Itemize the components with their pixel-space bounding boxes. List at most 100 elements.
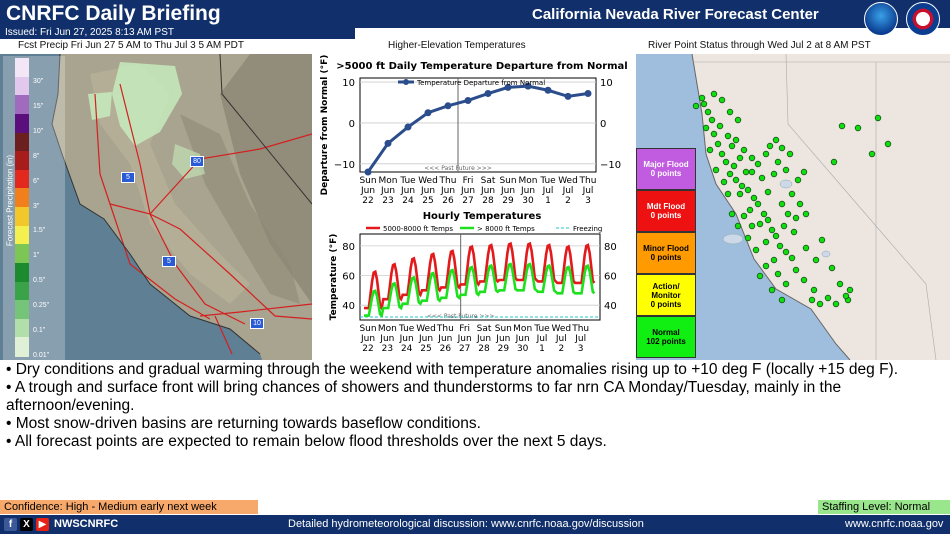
social-handle[interactable]: NWSCNRFC xyxy=(54,518,119,530)
x-tick-day: Mon xyxy=(519,176,538,186)
x-tick-day: Thu xyxy=(436,324,454,334)
x-tick-day: Wed xyxy=(558,176,578,186)
page-title: CNRFC Daily Briefing xyxy=(6,2,221,25)
colorbar-segment xyxy=(15,262,29,282)
status-label: Mdt Flood xyxy=(646,202,686,211)
facebook-icon[interactable]: f xyxy=(4,518,17,531)
river-point xyxy=(736,154,744,162)
status-legend-item: Minor Flood 0 points xyxy=(636,232,696,274)
x-tick-day: Tue xyxy=(533,324,550,334)
colorbar-tick-label: 0.01" xyxy=(33,352,50,359)
river-point xyxy=(868,150,876,158)
river-point xyxy=(788,254,796,262)
staffing-badge: Staffing Level: Normal xyxy=(818,500,950,514)
river-point xyxy=(828,264,836,272)
precip-tick-labels: 30" 15" 10" 8" 6" 3" 1.5" 1" 0.5" 0.25" 0.1" 0.01" xyxy=(33,54,63,360)
x-icon[interactable]: X xyxy=(20,518,33,531)
river-status-map[interactable] xyxy=(636,54,950,360)
x-tick-month: Jul xyxy=(555,334,567,344)
river-point xyxy=(698,94,706,102)
x-tick-date: 28 xyxy=(482,196,494,206)
departure-point xyxy=(364,168,372,176)
precip-forecast-map[interactable]: 5 80 5 10 30" 15" 10" 8" 6" 3" 1.5" 1" 0.5" 0.25"… xyxy=(0,54,312,360)
status-legend-item: Major Flood 0 points xyxy=(636,148,696,190)
x-tick-day: Fri xyxy=(463,176,474,186)
highway-shield-5: 5 xyxy=(121,172,135,183)
x-tick-month: Jun xyxy=(440,186,455,196)
y-tick-label-right: 0 xyxy=(600,119,606,130)
legend-label: > 8000 ft Temps xyxy=(477,225,535,233)
colorbar-segment xyxy=(15,318,29,338)
chart-title: Hourly Temperatures xyxy=(423,211,542,222)
river-point xyxy=(762,262,770,270)
river-point xyxy=(732,136,740,144)
x-tick-month: Jul xyxy=(542,186,554,196)
discussion-link[interactable]: Detailed hydrometeorological discussion:… xyxy=(288,518,644,530)
river-point xyxy=(722,158,730,166)
status-label: Major Flood xyxy=(643,160,689,169)
river-point xyxy=(742,168,750,176)
departure-point xyxy=(524,82,532,90)
precip-shading-small xyxy=(88,92,112,120)
x-tick-day: Sun xyxy=(359,324,376,334)
noaa-logo-icon xyxy=(864,2,898,36)
departure-point xyxy=(584,90,592,98)
x-tick-day: Thu xyxy=(571,324,589,334)
river-point xyxy=(724,132,732,140)
river-point xyxy=(802,244,810,252)
river-point xyxy=(704,108,712,116)
river-point xyxy=(786,150,794,158)
colorbar-tick-label: 3" xyxy=(33,202,40,210)
highway-shield-5-south: 5 xyxy=(162,256,176,267)
youtube-icon[interactable]: ▶ xyxy=(36,518,49,531)
legend-label: 5000-8000 ft Temps xyxy=(383,225,453,233)
highway-shield-10: 10 xyxy=(250,318,264,329)
x-tick-date: 22 xyxy=(362,196,373,206)
y-tick-label: −10 xyxy=(334,160,355,171)
departure-point xyxy=(504,83,512,91)
river-point xyxy=(846,286,854,294)
river-point xyxy=(706,146,714,154)
colorbar-segment xyxy=(15,76,29,96)
status-count: 0 points xyxy=(650,299,682,309)
precip-shading xyxy=(112,62,182,146)
river-point xyxy=(830,158,838,166)
river-point xyxy=(708,116,716,124)
river-point xyxy=(766,142,774,150)
bullet-item: • Most snow-driven basins are returning … xyxy=(6,415,481,432)
river-point xyxy=(728,210,736,218)
x-tick-month: Jun xyxy=(420,186,435,196)
legend-label: Freezing xyxy=(573,225,602,233)
river-point xyxy=(732,176,740,184)
temp-5000-8000-line xyxy=(364,241,596,312)
divider-label: <<< Past Future >>> xyxy=(427,313,495,320)
site-link[interactable]: www.cnrfc.noaa.gov xyxy=(845,518,944,530)
x-tick-day: Sun xyxy=(495,324,512,334)
x-tick-month: Jul xyxy=(574,334,586,344)
y-tick-label-right: −10 xyxy=(600,160,621,171)
river-point xyxy=(718,150,726,158)
status-legend: Major Flood 0 points Mdt Flood 0 points Mino… xyxy=(636,148,696,360)
status-label: Normal xyxy=(652,328,680,337)
status-label: Action/ Monitor xyxy=(651,281,681,300)
colorbar-segment xyxy=(15,207,29,227)
status-legend-item: Mdt Flood 0 points xyxy=(636,190,696,232)
river-point xyxy=(754,160,762,168)
x-tick-date: 27 xyxy=(459,344,470,354)
bullet-item: • Dry conditions and gradual warming thr… xyxy=(6,361,898,378)
river-point xyxy=(740,212,748,220)
river-point xyxy=(746,206,754,214)
river-point xyxy=(842,292,850,300)
colorbar-segment xyxy=(15,132,29,152)
colorbar-segment xyxy=(15,281,29,301)
river-point xyxy=(730,162,738,170)
colorbar-segment xyxy=(15,188,29,208)
river-point xyxy=(800,168,808,176)
y-tick-label-right: 40 xyxy=(604,301,617,312)
river-point xyxy=(724,190,732,198)
departure-point xyxy=(444,102,452,110)
highway-shield-80: 80 xyxy=(190,156,204,167)
river-point xyxy=(754,200,762,208)
state-borders xyxy=(692,54,950,360)
chart-title: >5000 ft Daily Temperature Departure fro… xyxy=(336,61,627,72)
